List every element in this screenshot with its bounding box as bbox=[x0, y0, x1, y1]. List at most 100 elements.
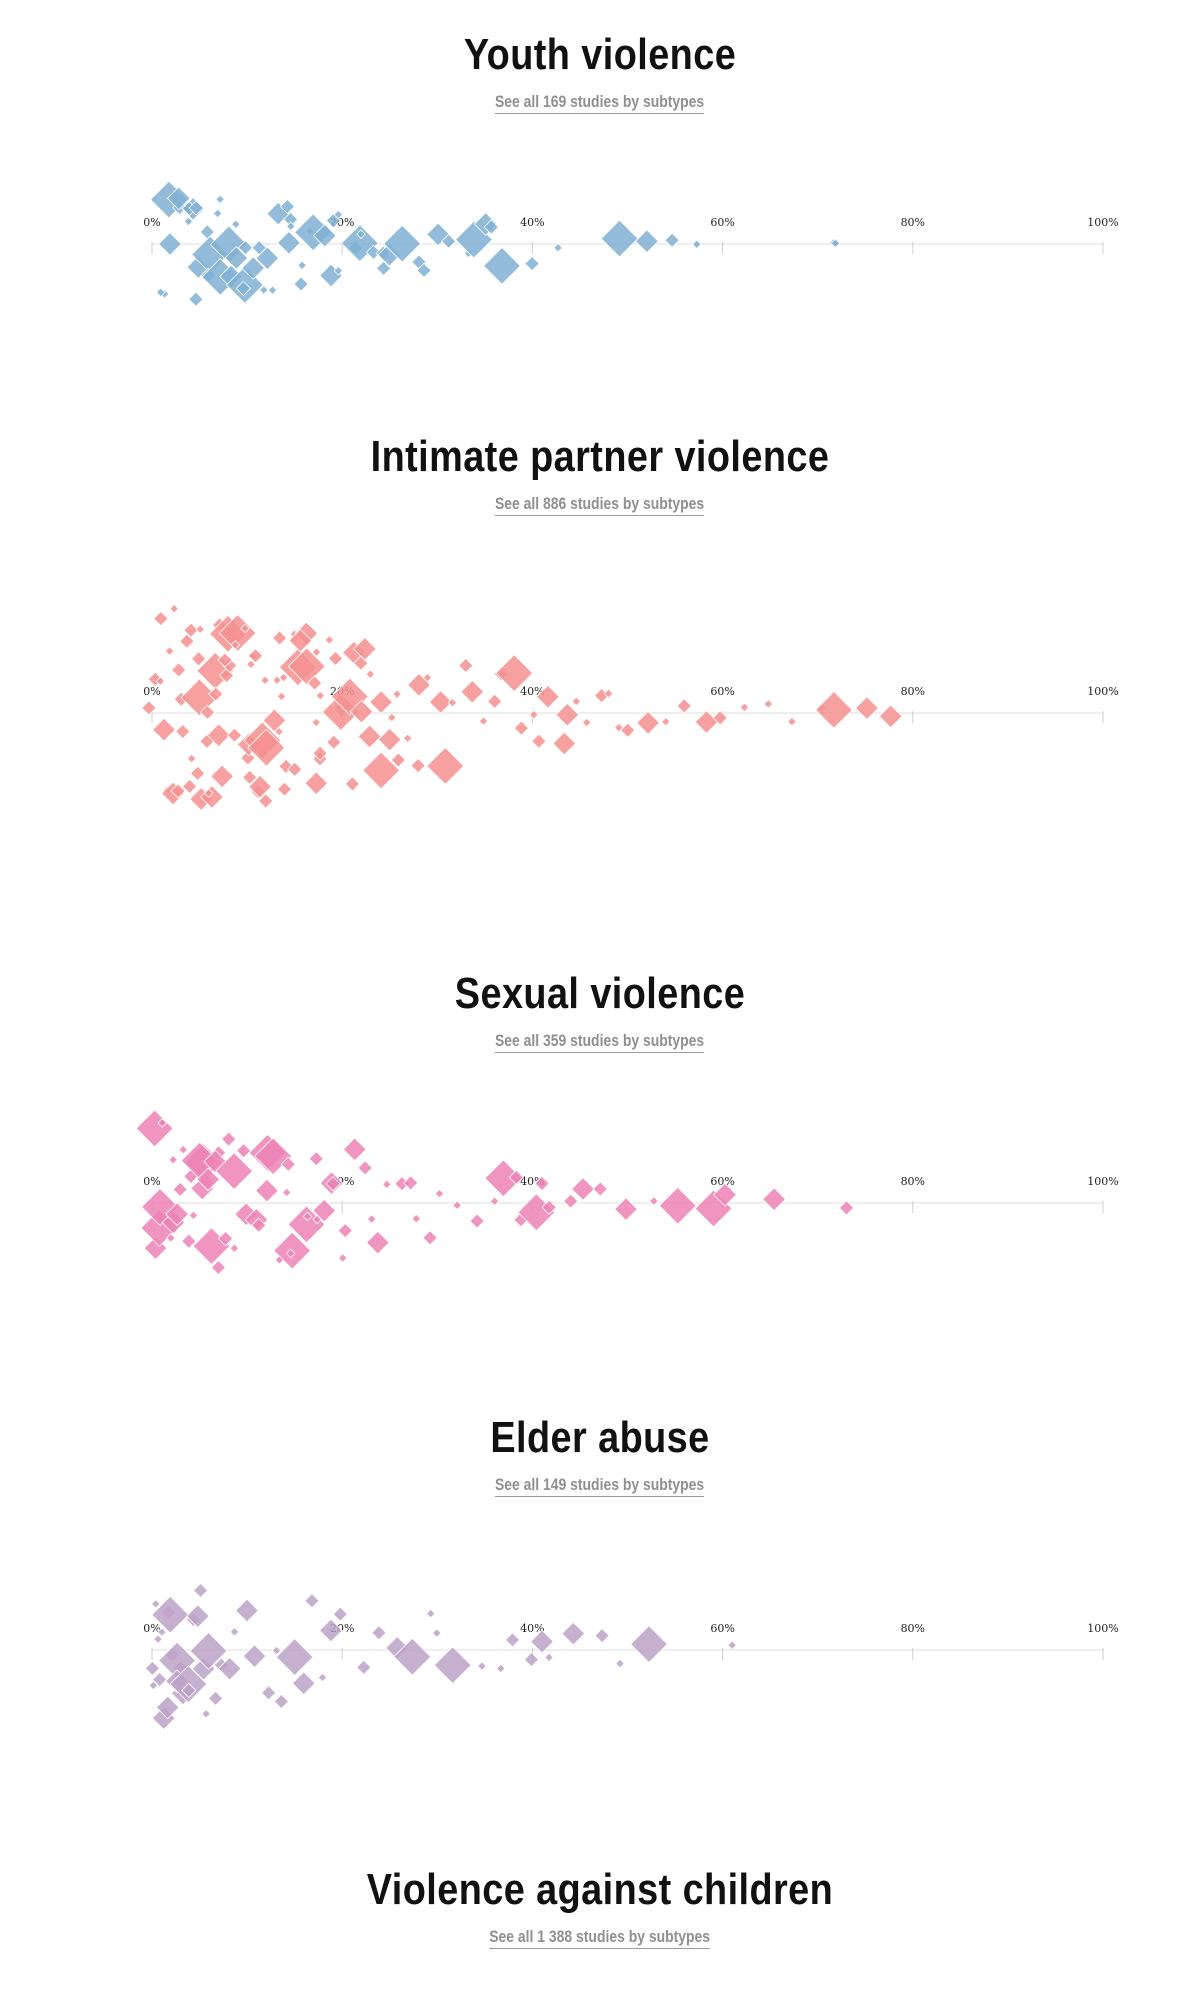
data-point-diamond bbox=[240, 623, 250, 634]
data-point-diamond bbox=[261, 1685, 277, 1701]
data-point-diamond bbox=[349, 699, 374, 724]
data-point-diamond bbox=[333, 265, 344, 276]
data-point-diamond bbox=[286, 1248, 296, 1259]
data-point-diamond bbox=[676, 698, 692, 714]
data-point-diamond bbox=[536, 684, 560, 709]
data-point-diamond bbox=[271, 630, 288, 646]
data-point-diamond bbox=[186, 753, 197, 764]
see-all-studies-link[interactable]: See all 169 studies by subtypes bbox=[495, 92, 705, 114]
data-point-diamond bbox=[528, 709, 539, 720]
see-all-studies-link[interactable]: See all 1 388 studies by subtypes bbox=[489, 1927, 711, 1949]
data-point-diamond bbox=[469, 1213, 485, 1229]
data-point-diamond bbox=[563, 1193, 579, 1209]
tick-label: 60% bbox=[710, 1175, 734, 1188]
data-point-diamond bbox=[636, 710, 661, 735]
data-point-diamond bbox=[277, 230, 301, 255]
data-point-diamond bbox=[259, 285, 269, 295]
data-point-diamond bbox=[495, 654, 534, 693]
data-point-diamond bbox=[248, 774, 272, 799]
data-point-diamond bbox=[242, 1644, 267, 1669]
data-point-diamond bbox=[426, 747, 465, 785]
data-point-diamond bbox=[297, 260, 307, 271]
data-point-diamond bbox=[377, 727, 402, 752]
data-point-diamond bbox=[304, 1593, 320, 1609]
data-point-diamond bbox=[357, 724, 382, 749]
data-point-diamond bbox=[312, 1198, 337, 1223]
data-point-diamond bbox=[326, 734, 342, 750]
data-point-diamond bbox=[164, 646, 175, 656]
data-point-diamond bbox=[304, 771, 329, 796]
data-point-diamond bbox=[555, 702, 580, 727]
data-point-diamond bbox=[327, 650, 344, 667]
data-point-diamond bbox=[337, 1222, 353, 1239]
see-all-studies-link[interactable]: See all 359 studies by subtypes bbox=[495, 1031, 705, 1053]
data-point-diamond bbox=[144, 1660, 161, 1676]
tick-label: 0% bbox=[143, 685, 160, 698]
data-point-diamond bbox=[218, 614, 257, 652]
data-point-diamond bbox=[356, 229, 366, 239]
tick-label: 80% bbox=[901, 1622, 925, 1635]
see-all-studies-link[interactable]: See all 886 studies by subtypes bbox=[495, 494, 705, 516]
data-point-diamond bbox=[387, 712, 397, 723]
data-point-diamond bbox=[271, 1645, 282, 1656]
data-point-diamond bbox=[191, 651, 207, 667]
data-point-diamond bbox=[279, 198, 296, 215]
data-point-diamond bbox=[255, 1178, 279, 1203]
data-point-diamond bbox=[230, 640, 241, 650]
data-point-diamond bbox=[530, 1629, 554, 1654]
see-all-studies-link[interactable]: See all 149 studies by subtypes bbox=[495, 1475, 705, 1497]
data-point-diamond bbox=[175, 723, 191, 740]
data-point-diamond bbox=[315, 690, 326, 701]
data-point-diamond bbox=[878, 704, 903, 729]
data-point-diamond bbox=[188, 200, 204, 216]
data-point-diamond bbox=[571, 696, 582, 707]
data-point-diamond bbox=[203, 788, 214, 798]
data-point-diamond bbox=[478, 716, 489, 726]
data-point-diamond bbox=[210, 764, 235, 789]
data-point-diamond bbox=[152, 717, 176, 742]
data-point-diamond bbox=[508, 1169, 525, 1185]
data-point-diamond bbox=[692, 239, 702, 250]
data-point-diamond bbox=[208, 686, 224, 702]
tick-label: 80% bbox=[901, 1175, 925, 1188]
data-point-diamond bbox=[661, 716, 671, 727]
data-point-diamond bbox=[151, 1671, 168, 1688]
data-point-diamond bbox=[371, 1625, 387, 1641]
data-point-diamond bbox=[517, 1193, 556, 1232]
data-point-diamond bbox=[192, 1582, 209, 1599]
data-point-diamond bbox=[275, 1638, 314, 1677]
data-point-diamond bbox=[247, 648, 264, 664]
section-title: Youth violence bbox=[463, 30, 737, 79]
data-point-diamond bbox=[272, 675, 282, 686]
data-point-diamond bbox=[171, 662, 187, 678]
data-point-diamond bbox=[148, 1680, 159, 1691]
data-point-diamond bbox=[635, 229, 659, 254]
tick-label: 100% bbox=[1087, 216, 1118, 229]
data-point-diamond bbox=[181, 1682, 197, 1699]
data-point-diamond bbox=[274, 726, 284, 737]
data-point-diamond bbox=[276, 781, 293, 797]
data-point-diamond bbox=[483, 219, 499, 235]
data-point-diamond bbox=[153, 1634, 163, 1644]
data-point-diamond bbox=[649, 1196, 659, 1206]
data-point-diamond bbox=[403, 1175, 419, 1191]
data-point-diamond bbox=[319, 1618, 343, 1643]
data-point-diamond bbox=[787, 716, 797, 727]
data-point-diamond bbox=[157, 1118, 168, 1128]
data-point-diamond bbox=[333, 209, 344, 220]
data-point-diamond bbox=[241, 256, 266, 280]
data-point-diamond bbox=[365, 1230, 390, 1255]
data-point-diamond bbox=[534, 1175, 550, 1192]
data-point-diamond bbox=[293, 276, 309, 292]
data-point-diamond bbox=[422, 672, 433, 683]
data-point-diamond bbox=[325, 1176, 341, 1192]
data-point-diamond bbox=[504, 1632, 521, 1648]
data-point-diamond bbox=[390, 752, 406, 768]
data-point-diamond bbox=[402, 733, 413, 744]
data-point-diamond bbox=[260, 675, 270, 686]
data-point-diamond bbox=[267, 285, 278, 296]
data-point-diamond bbox=[434, 1188, 445, 1199]
data-point-diamond bbox=[288, 628, 313, 653]
data-point-diamond bbox=[342, 1137, 367, 1162]
